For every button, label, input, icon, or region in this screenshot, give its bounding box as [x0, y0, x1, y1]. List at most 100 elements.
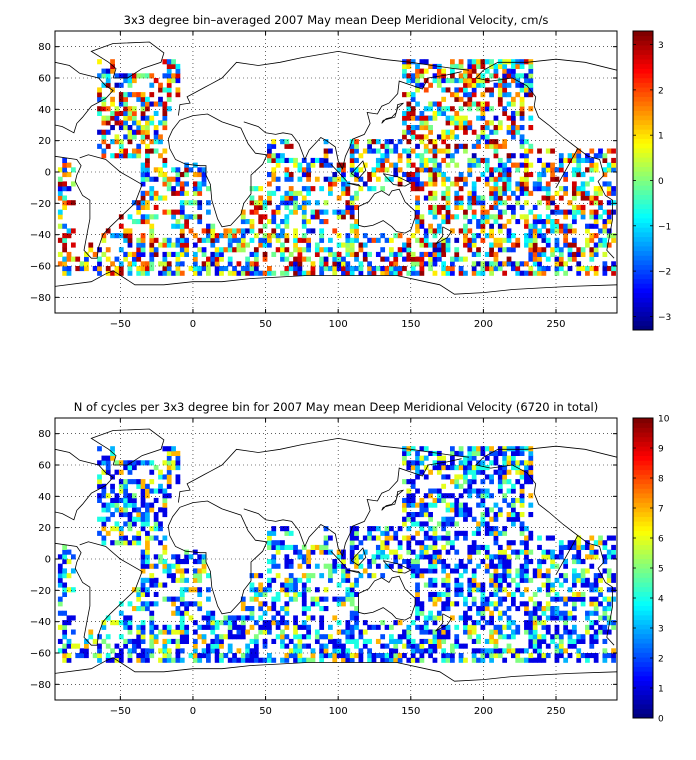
data-bin [480, 209, 486, 215]
data-bin [524, 624, 529, 630]
data-bin [441, 157, 447, 163]
data-bin [432, 540, 438, 546]
data-bin [450, 120, 455, 126]
data-bin [415, 474, 420, 480]
data-bin [136, 596, 142, 602]
data-bin [550, 554, 555, 560]
data-bin [489, 106, 494, 112]
data-bin [454, 92, 460, 98]
data-bin [232, 266, 237, 272]
data-bin [354, 554, 359, 560]
colorbar-swatch [633, 671, 653, 677]
data-bin [558, 266, 564, 272]
data-bin [415, 488, 420, 494]
data-bin [423, 568, 429, 574]
data-bin [415, 657, 420, 663]
data-bin [384, 157, 390, 163]
data-bin [454, 204, 460, 210]
data-bin [458, 615, 464, 621]
data-bin [166, 450, 172, 456]
data-bin [484, 530, 490, 536]
data-bin [519, 526, 525, 532]
data-bin [118, 214, 124, 220]
data-bin [576, 204, 582, 210]
data-bin [301, 606, 307, 612]
data-bin [410, 181, 416, 187]
data-bin [415, 502, 420, 508]
data-bin [410, 568, 416, 574]
data-bin [497, 634, 503, 640]
data-bin [162, 101, 168, 107]
data-bin [131, 134, 137, 140]
data-bin [145, 143, 150, 149]
data-bin [323, 587, 329, 593]
data-bin [136, 643, 142, 649]
data-bin [367, 653, 372, 659]
data-bin [206, 653, 211, 659]
data-bin [280, 195, 285, 201]
data-bin [463, 530, 468, 536]
data-bin [585, 223, 590, 229]
data-bin [602, 266, 608, 272]
data-bin [101, 460, 107, 466]
data-bin [528, 172, 534, 178]
data-bin [136, 153, 142, 159]
data-bin [598, 573, 603, 579]
data-bin [445, 465, 451, 471]
data-bin [528, 87, 534, 93]
data-bin [319, 549, 325, 555]
data-bin [70, 181, 76, 187]
data-bin [310, 544, 316, 550]
data-bin [389, 653, 394, 659]
data-bin [423, 521, 429, 527]
data-bin [410, 638, 416, 644]
data-bin [288, 176, 294, 182]
data-bin [506, 620, 512, 626]
data-bin [140, 516, 146, 522]
data-bin [145, 648, 150, 654]
data-bin [423, 148, 429, 154]
data-bin [284, 634, 290, 640]
data-bin [306, 554, 311, 560]
data-bin [179, 587, 185, 593]
data-bin [101, 488, 107, 494]
data-bin [140, 242, 146, 248]
data-bin [314, 596, 320, 602]
data-bin [580, 559, 586, 565]
data-bin [493, 148, 499, 154]
data-bin [145, 73, 150, 79]
colorbar-swatch [633, 31, 653, 37]
data-bin [445, 219, 451, 225]
data-bin [519, 512, 525, 518]
data-bin [606, 606, 612, 612]
data-bin [114, 493, 120, 499]
data-bin [611, 577, 616, 583]
data-bin [267, 200, 272, 206]
data-bin [297, 624, 303, 630]
data-bin [463, 148, 468, 154]
data-bin [606, 653, 612, 659]
data-bin [589, 653, 595, 659]
data-bin [362, 233, 368, 239]
data-bin [175, 577, 181, 583]
x-tick-label: 0 [190, 706, 196, 717]
data-bin [354, 653, 359, 659]
data-bin [484, 648, 490, 654]
data-bin [428, 251, 433, 257]
data-bin [397, 176, 403, 182]
data-bin [162, 535, 168, 541]
data-bin [410, 251, 416, 257]
colorbar-swatch [633, 633, 653, 639]
data-bin [336, 582, 342, 588]
data-bin [471, 577, 477, 583]
data-bin [497, 200, 503, 206]
data-bin [153, 521, 159, 527]
data-bin [445, 195, 451, 201]
data-bin [162, 653, 168, 659]
data-bin [319, 237, 325, 243]
data-bin [136, 125, 142, 131]
data-bin [288, 563, 294, 569]
data-bin [454, 643, 460, 649]
data-bin [358, 176, 364, 182]
colorbar-swatch [633, 222, 653, 228]
